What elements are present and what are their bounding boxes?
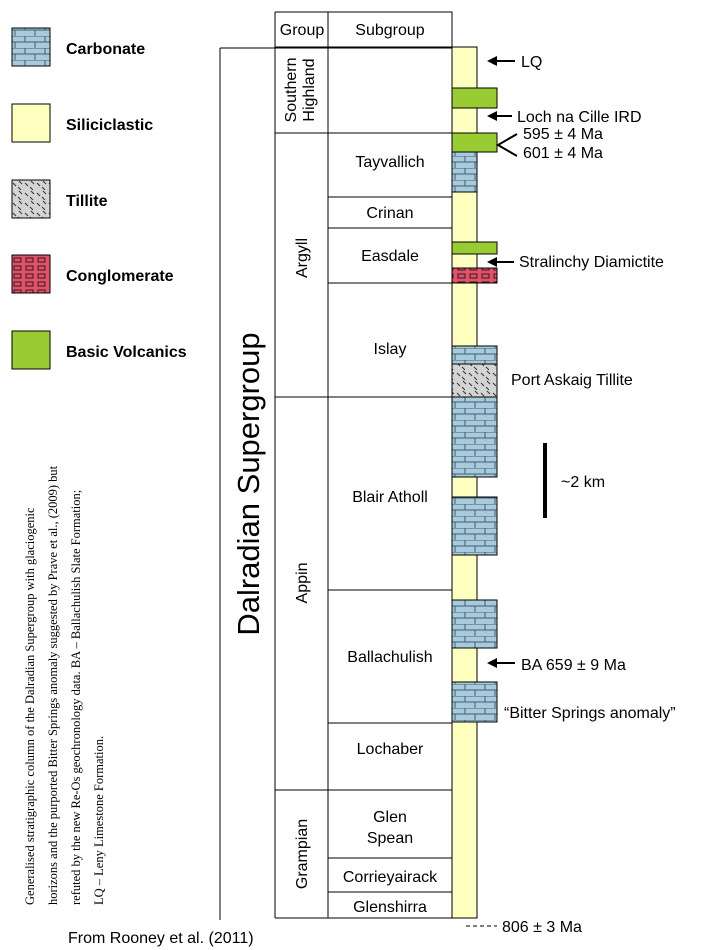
- swatch-basic-volcanics: [11, 330, 51, 370]
- annotation: Loch na Cille IRD: [517, 109, 642, 126]
- caption-line: refuted by the new Re-Os geochronology d…: [69, 490, 83, 905]
- annotation: ~2 km: [561, 474, 605, 491]
- header-subgroup: Subgroup: [355, 22, 424, 39]
- subgroup-label: Easdale: [361, 248, 419, 265]
- legend-label: Basic Volcanics: [66, 344, 187, 361]
- lithology-column: [451, 46, 498, 919]
- subgroup-label: Lochaber: [357, 741, 424, 758]
- header-group: Group: [280, 22, 325, 39]
- legend-label: Carbonate: [66, 41, 145, 58]
- subgroup-label: Tayvallich: [355, 154, 424, 171]
- subgroup-label: Spean: [367, 830, 413, 847]
- annotation: 806 ± 3 Ma: [502, 919, 582, 936]
- subgroup-label: Glenshirra: [353, 899, 427, 916]
- subgroup-label: Ballachulish: [347, 649, 432, 666]
- annotation: LQ: [521, 54, 542, 71]
- swatch-carbonate: [11, 27, 51, 67]
- annotation: Stralinchy Diamictite: [519, 254, 664, 271]
- legend-label: Tillite: [66, 193, 108, 210]
- caption-line: LQ – Leny Limestone Formation.: [92, 736, 106, 905]
- group-label: Highland: [301, 58, 318, 121]
- group-label: Southern: [283, 58, 300, 123]
- subgroup-label: Islay: [374, 341, 407, 358]
- title: Dalradian Supergroup: [231, 332, 266, 635]
- group-label: Argyll: [294, 238, 311, 278]
- annotation: 601 ± 4 Ma: [523, 145, 603, 162]
- subgroup-label: Corrieyairack: [343, 869, 438, 886]
- annotation: “Bitter Springs anomaly”: [504, 705, 676, 722]
- table-frame: [219, 11, 453, 920]
- subgroup-label: Glen: [373, 809, 407, 826]
- annotation: BA 659 ± 9 Ma: [521, 657, 626, 674]
- group-label: Appin: [294, 563, 311, 604]
- subgroup-label: Crinan: [366, 205, 413, 222]
- caption-line: horizons and the purported Bitter Spring…: [46, 465, 60, 905]
- legend: Carbonate Siliciclastic Tillite Conglome…: [11, 27, 187, 370]
- subgroup-label: Blair Atholl: [352, 489, 428, 506]
- swatch-conglomerate: [11, 254, 51, 294]
- caption-line: Generalised stratigraphic column of the …: [23, 507, 37, 905]
- legend-label: Siliciclastic: [66, 117, 153, 134]
- caption: Generalised stratigraphic column of the …: [23, 465, 106, 905]
- legend-label: Conglomerate: [66, 268, 174, 285]
- swatch-siliciclastic: [11, 103, 51, 143]
- source: From Rooney et al. (2011): [68, 930, 254, 947]
- group-label: Grampian: [294, 819, 311, 889]
- annotation: 595 ± 4 Ma: [523, 126, 603, 143]
- annotation: Port Askaig Tillite: [511, 372, 633, 389]
- annotation-arrows: [466, 56, 547, 927]
- swatch-tillite: [11, 179, 51, 219]
